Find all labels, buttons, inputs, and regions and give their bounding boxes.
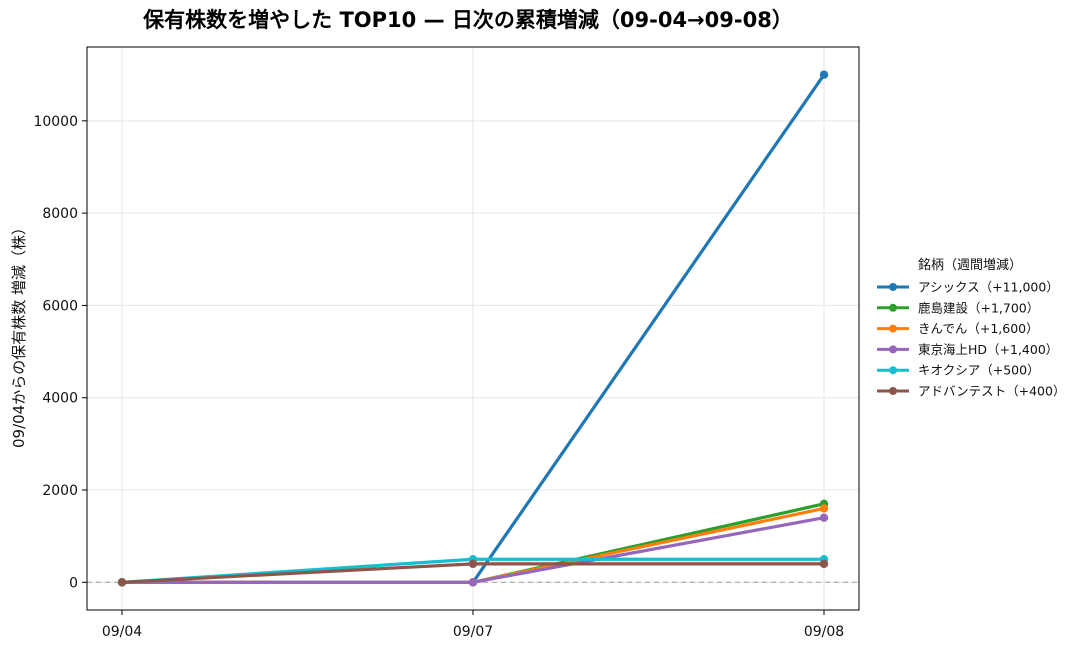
y-tick-label: 4000 <box>42 391 78 407</box>
legend: 銘柄（週間増減） アシックス（+11,000） 鹿島建設（+1,700） きんでん（… <box>877 257 1065 399</box>
data-point <box>819 70 829 79</box>
legend-swatch-marker <box>889 366 897 375</box>
data-point <box>819 513 829 522</box>
legend-entry-label: きんでん（+1,600） <box>918 321 1039 336</box>
data-point <box>819 559 829 569</box>
chart-title: 保有株数を増やした TOP10 — 日次の累積増減（09-04→09-08） <box>142 8 793 32</box>
legend-title: 銘柄（週間増減） <box>918 257 1022 273</box>
data-point <box>819 504 829 513</box>
legend-entry-label: 東京海上HD（+1,400） <box>918 342 1058 357</box>
data-point <box>468 559 478 569</box>
y-axis-ticks: 0 2000 4000 6000 8000 10000 <box>33 114 87 591</box>
x-tick-label: 09/04 <box>102 624 142 640</box>
grid <box>87 47 859 610</box>
data-point <box>117 578 127 587</box>
legend-entry-label: 鹿島建設（+1,700） <box>918 300 1039 315</box>
legend-entry-label: アシックス（+11,000） <box>918 280 1059 295</box>
legend-entry-label: アドバンテスト（+400） <box>918 384 1065 399</box>
y-tick-label: 2000 <box>42 483 78 499</box>
x-axis-ticks: 09/04 09/07 09/08 <box>102 610 844 640</box>
y-tick-label: 6000 <box>42 298 78 314</box>
data-point <box>468 578 478 587</box>
legend-swatch-marker <box>889 324 897 333</box>
series-lines <box>117 70 829 587</box>
y-tick-label: 0 <box>69 575 78 591</box>
series-6 <box>117 559 829 587</box>
x-tick-label: 09/08 <box>804 624 844 640</box>
legend-entry-label: キオクシア（+500） <box>918 363 1040 378</box>
legend-swatch-marker <box>889 283 897 291</box>
legend-swatch-marker <box>889 303 897 312</box>
x-tick-label: 09/07 <box>453 624 493 640</box>
y-axis-label: 09/04からの保有株数 増減（株） <box>10 220 28 448</box>
legend-swatch-marker <box>889 345 897 354</box>
legend-swatch-marker <box>889 387 897 395</box>
y-tick-label: 8000 <box>42 206 78 222</box>
y-tick-label: 10000 <box>33 114 78 130</box>
